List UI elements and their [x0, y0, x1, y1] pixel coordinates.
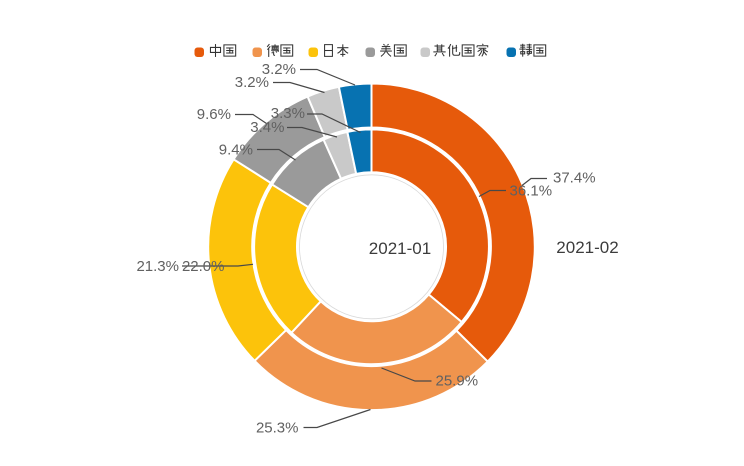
- svg-text:9.4%: 9.4%: [219, 142, 253, 159]
- svg-text:22.0%: 22.0%: [182, 258, 225, 275]
- svg-text:21.3%: 21.3%: [136, 258, 179, 275]
- svg-text:2021-01: 2021-01: [369, 239, 431, 258]
- svg-text:37.4%: 37.4%: [553, 170, 596, 187]
- svg-text:25.9%: 25.9%: [436, 373, 479, 390]
- svg-text:3.2%: 3.2%: [262, 61, 296, 78]
- svg-text:3.4%: 3.4%: [250, 119, 284, 136]
- svg-text:2021-02: 2021-02: [556, 238, 618, 257]
- svg-text:25.3%: 25.3%: [256, 420, 299, 437]
- svg-text:36.1%: 36.1%: [510, 183, 553, 200]
- svg-text:3.3%: 3.3%: [271, 105, 305, 122]
- svg-text:9.6%: 9.6%: [197, 106, 231, 123]
- svg-text:3.2%: 3.2%: [235, 74, 269, 91]
